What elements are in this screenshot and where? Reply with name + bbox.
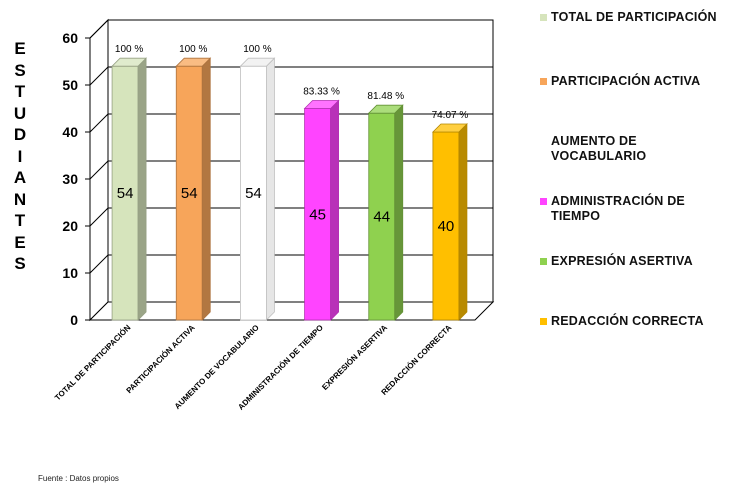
bar-value-label: 40: [438, 218, 455, 235]
y-tick-label: 20: [62, 218, 78, 234]
y-axis-label-letter: T: [14, 82, 26, 101]
legend-item: EXPRESIÓN ASERTIVA: [540, 254, 693, 269]
bar-top: [303, 100, 340, 109]
legend-label: ADMINISTRACIÓN DE TIEMPO: [551, 194, 685, 223]
legend-label: EXPRESIÓN ASERTIVA: [551, 254, 693, 268]
y-tick-label: 40: [62, 124, 78, 140]
gridline: [89, 254, 493, 274]
bar: 54 100 %: [111, 44, 148, 321]
bar-top: [175, 57, 212, 67]
bar-front: [368, 112, 396, 321]
bar-top: [431, 123, 468, 133]
y-axis-label-letter: E: [14, 232, 26, 252]
legend-swatch: [540, 14, 547, 21]
y-axis-label-letter: T: [14, 211, 26, 230]
gridlines: [89, 19, 493, 274]
legend-item: AUMENTO DE VOCABULARIO: [540, 134, 716, 164]
legend-label: AUMENTO DE VOCABULARIO: [551, 134, 647, 163]
gridline: [89, 113, 493, 133]
legend-swatch: [540, 258, 547, 265]
bar-percent-label: 100 %: [115, 44, 143, 55]
bar-percent-label: 83.33 %: [303, 87, 340, 98]
legend-swatch: [540, 138, 547, 145]
gridline: [89, 207, 493, 227]
legend-label: PARTICIPACIÓN ACTIVA: [551, 74, 701, 88]
bar: 54 100 %: [239, 44, 276, 321]
x-tick-label: REDACCIÓN CORRECTA: [380, 323, 454, 397]
bar: 54 100 %: [175, 44, 212, 321]
y-tick-label: 30: [62, 171, 78, 187]
x-tick-label: PARTICIPACIÓN ACTIVA: [125, 323, 197, 395]
bar-front: [240, 65, 267, 321]
y-tick-label: 50: [62, 77, 78, 93]
y-tick-label: 60: [62, 30, 78, 46]
legend-swatch: [540, 198, 547, 205]
y-axis-ticks: 0 10 20 30 40 50 60: [62, 30, 90, 328]
bar-value-label: 54: [245, 185, 262, 202]
bar-percent-label: 100 %: [243, 44, 271, 55]
legend-swatch: [540, 318, 547, 325]
legend-item: TOTAL DE PARTICIPACIÓN: [540, 10, 717, 25]
y-tick-label: 10: [62, 265, 78, 281]
bar-side: [137, 57, 147, 321]
bar-top: [367, 104, 404, 114]
x-tick-label: TOTAL DE PARTICIPACIÓN: [53, 323, 133, 403]
legend-swatch: [540, 78, 547, 85]
y-axis-label-letter: D: [13, 125, 27, 144]
y-axis-label-letter: U: [13, 103, 27, 123]
bar-percent-label: 100 %: [179, 44, 207, 55]
bar-side: [266, 57, 275, 321]
bar-value-label: 54: [181, 185, 198, 202]
y-axis-label-letter: S: [14, 60, 26, 80]
y-tick-label: 0: [70, 312, 78, 328]
gridline: [89, 19, 493, 39]
bar-top: [239, 57, 276, 67]
bar-value-label: 44: [373, 209, 390, 226]
bar-value-label: 45: [309, 206, 326, 223]
bar: 44 81.48 %: [367, 91, 404, 321]
y-axis-label-letter: E: [14, 39, 26, 58]
bar-top: [111, 57, 148, 67]
bar-side: [330, 99, 339, 321]
bar-value-label: 54: [117, 185, 134, 202]
gridline: [89, 66, 493, 86]
bar-side: [201, 57, 211, 321]
y-axis-label-letter: N: [13, 189, 27, 209]
x-tick-label: EXPRESIÓN ASERTIVA: [320, 323, 389, 392]
y-axis-label-letter: A: [13, 168, 27, 187]
y-axis-label-letter: S: [14, 254, 26, 273]
legend-item: REDACCIÓN CORRECTA: [540, 314, 704, 329]
bar: 40 74.07 %: [431, 110, 469, 321]
legend-item: PARTICIPACIÓN ACTIVA: [540, 74, 700, 89]
y-axis-label-letter: I: [17, 146, 23, 166]
bar-percent-label: 81.48 %: [367, 91, 404, 102]
legend-label: REDACCIÓN CORRECTA: [551, 314, 704, 328]
bar-side: [394, 104, 404, 321]
legend-label: TOTAL DE PARTICIPACIÓN: [551, 10, 717, 24]
bar-percent-label: 74.07 %: [432, 110, 469, 121]
bar-side: [458, 123, 468, 321]
source-note: Fuente : Datos propios: [38, 474, 119, 483]
legend-item: ADMINISTRACIÓN DE TIEMPO: [540, 194, 716, 224]
bar: 45 83.33 %: [303, 87, 340, 321]
gridline: [89, 160, 493, 180]
